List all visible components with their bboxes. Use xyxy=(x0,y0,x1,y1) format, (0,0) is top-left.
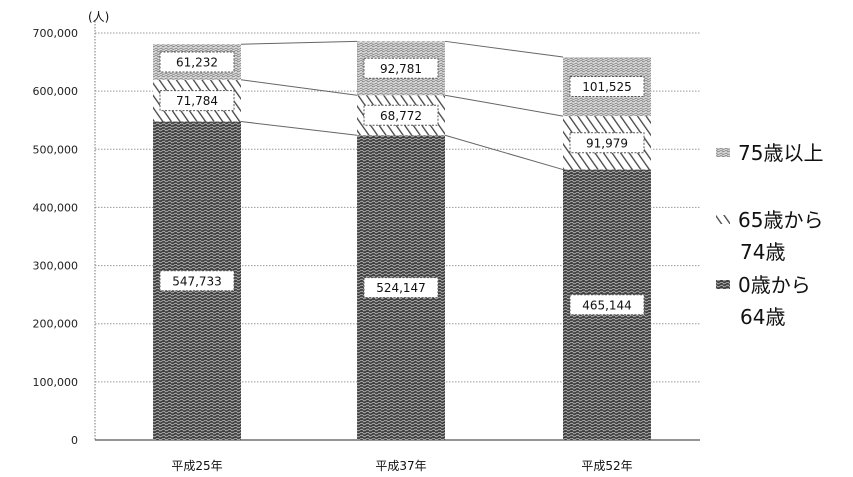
data-label-box xyxy=(569,76,645,98)
data-label: 92,781 xyxy=(380,62,422,76)
data-label-box xyxy=(159,270,235,292)
y-tick-label: 600,000 xyxy=(33,85,79,98)
data-label-box xyxy=(569,132,645,154)
legend-label: 0歳から xyxy=(738,273,811,297)
y-tick-label: 100,000 xyxy=(33,376,79,389)
legend-label: 65歳から xyxy=(738,208,823,232)
data-label: 465,144 xyxy=(582,298,632,312)
data-label: 524,147 xyxy=(376,281,426,295)
data-label-box xyxy=(363,57,439,79)
y-tick-label: 400,000 xyxy=(33,201,79,214)
data-label: 101,525 xyxy=(582,80,632,94)
data-label-box xyxy=(569,294,645,316)
connector-lines xyxy=(240,40,564,171)
legend: 75歳以上 65歳から 74歳 0歳から 64歳 xyxy=(716,141,823,329)
series-connector xyxy=(240,79,358,96)
legend-label: 64歳 xyxy=(740,305,785,329)
data-label: 68,772 xyxy=(380,109,422,123)
series-connector xyxy=(444,40,564,58)
series-connector xyxy=(444,94,564,117)
series-connector xyxy=(240,40,358,45)
legend-label: 75歳以上 xyxy=(738,141,823,165)
data-label: 547,733 xyxy=(172,274,222,288)
y-tick-label: 200,000 xyxy=(33,318,79,331)
x-category-label: 平成52年 xyxy=(581,459,632,473)
data-labels: 547,733 524,147 465,144 71,784 68,772 91,979 6… xyxy=(159,51,645,316)
legend-swatch xyxy=(716,280,730,289)
data-label-box xyxy=(363,104,439,126)
y-tick-label: 300,000 xyxy=(33,260,79,273)
series-connector xyxy=(444,134,564,171)
legend-label: 74歳 xyxy=(740,240,785,264)
data-label: 61,232 xyxy=(176,55,218,69)
data-label-box xyxy=(159,51,235,73)
y-tick-label: 0 xyxy=(71,434,78,447)
axes: 0 100,000 200,000 300,000 400,000 500,000 600,… xyxy=(33,10,700,473)
data-label: 71,784 xyxy=(176,94,218,108)
legend-swatch xyxy=(716,148,730,157)
series-connector xyxy=(240,121,358,136)
x-category-label: 平成37年 xyxy=(375,459,426,473)
legend-swatch xyxy=(716,215,730,224)
x-category-label: 平成25年 xyxy=(171,459,222,473)
data-label-box xyxy=(363,277,439,299)
data-label: 91,979 xyxy=(586,136,628,150)
y-tick-label: 700,000 xyxy=(33,27,79,40)
y-unit-label: (人) xyxy=(88,10,109,24)
y-tick-label: 500,000 xyxy=(33,143,79,156)
data-label-box xyxy=(159,90,235,112)
